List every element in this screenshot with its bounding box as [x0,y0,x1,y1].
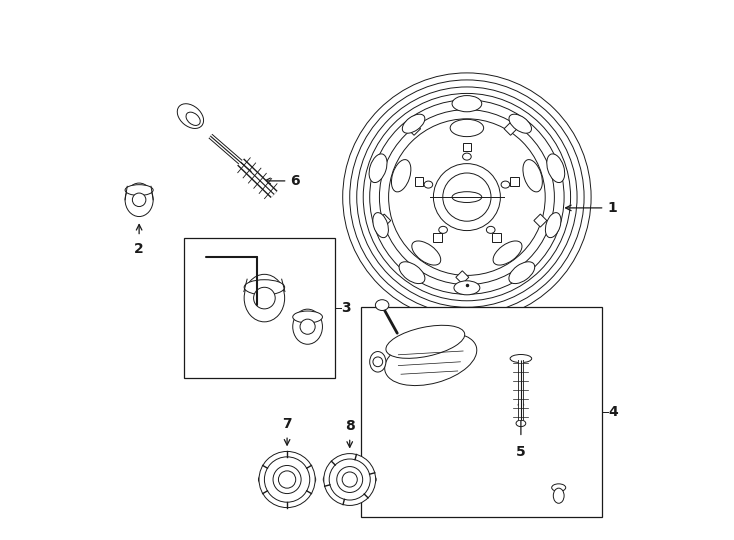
Circle shape [278,471,296,488]
Ellipse shape [510,355,531,363]
Ellipse shape [370,352,386,372]
Ellipse shape [186,112,200,125]
Circle shape [273,465,301,494]
Ellipse shape [385,333,477,386]
Ellipse shape [125,185,153,195]
Ellipse shape [375,300,389,310]
Ellipse shape [454,281,480,295]
Circle shape [357,87,577,307]
Circle shape [370,100,564,294]
Ellipse shape [254,287,275,309]
Ellipse shape [402,114,425,133]
Ellipse shape [439,226,448,233]
Ellipse shape [293,309,322,345]
Ellipse shape [553,488,564,503]
Ellipse shape [523,160,542,192]
Bar [456,271,469,284]
Circle shape [443,173,491,221]
Ellipse shape [424,181,433,188]
Text: 2: 2 [134,242,144,256]
Bar [510,177,519,186]
Ellipse shape [391,160,411,192]
Bar [360,307,602,517]
Ellipse shape [323,469,377,490]
Circle shape [349,80,584,314]
Circle shape [343,73,591,321]
Bar [415,177,424,186]
Text: 8: 8 [345,419,355,433]
Bar [407,122,421,136]
Text: 5: 5 [516,445,526,459]
Ellipse shape [244,280,285,295]
Bar [184,238,335,378]
Circle shape [337,467,363,492]
Bar [462,143,471,151]
Circle shape [342,472,357,487]
Circle shape [324,454,376,505]
Ellipse shape [509,262,535,284]
Ellipse shape [373,357,382,367]
Circle shape [379,110,554,285]
Circle shape [363,93,570,301]
Ellipse shape [547,154,564,183]
Ellipse shape [258,469,316,490]
Ellipse shape [244,274,285,322]
Bar [378,214,390,227]
Ellipse shape [501,181,509,188]
Ellipse shape [545,213,561,238]
Ellipse shape [452,96,482,112]
Text: 3: 3 [341,301,351,315]
Ellipse shape [452,192,482,202]
Text: 6: 6 [291,174,300,188]
Bar [492,233,501,242]
Ellipse shape [300,319,315,334]
Ellipse shape [450,119,484,137]
Ellipse shape [509,114,531,133]
Circle shape [259,451,315,508]
Bar [504,122,517,136]
Ellipse shape [399,262,425,284]
Circle shape [264,457,310,502]
Text: 7: 7 [283,417,292,431]
Ellipse shape [462,153,471,160]
Bar [534,214,547,227]
Ellipse shape [132,193,146,206]
Ellipse shape [493,241,522,265]
Text: 4: 4 [608,405,618,419]
Circle shape [433,164,501,231]
Bar [433,233,442,242]
Ellipse shape [373,213,388,238]
Ellipse shape [386,325,465,359]
Text: 1: 1 [607,201,617,215]
Ellipse shape [178,104,203,129]
Ellipse shape [487,226,495,233]
Ellipse shape [412,241,440,265]
Ellipse shape [125,183,153,217]
Ellipse shape [293,311,322,323]
Circle shape [330,459,370,500]
Ellipse shape [552,484,566,491]
Ellipse shape [369,154,387,183]
Ellipse shape [516,420,526,427]
Circle shape [388,119,545,275]
